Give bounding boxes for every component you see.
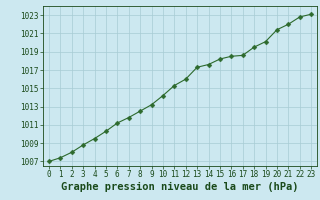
X-axis label: Graphe pression niveau de la mer (hPa): Graphe pression niveau de la mer (hPa) — [61, 182, 299, 192]
